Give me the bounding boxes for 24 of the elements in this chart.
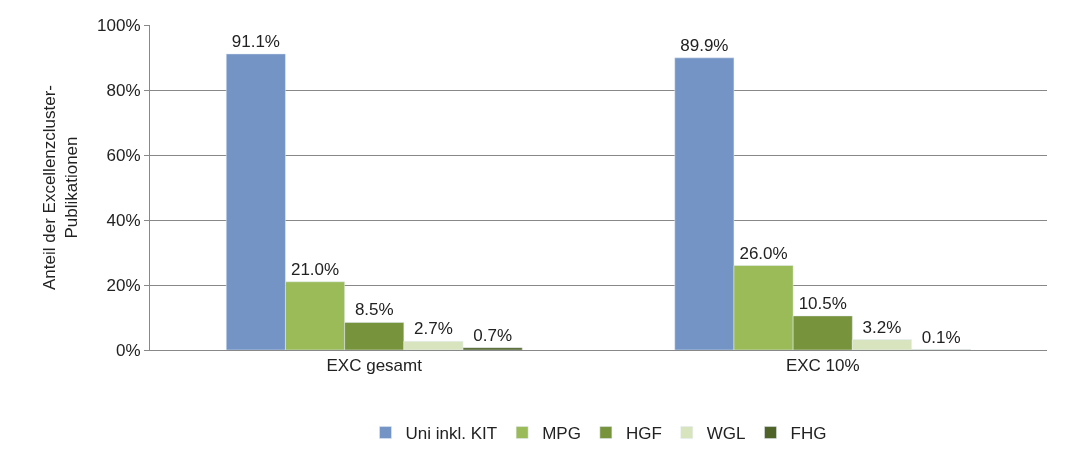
legend-label: Uni inkl. KIT: [405, 424, 498, 444]
legend-label: FHG: [790, 424, 827, 444]
data-label: 8.5%: [354, 300, 394, 320]
data-label: 3.2%: [862, 317, 902, 337]
x-tick-label: EXC 10%: [785, 356, 860, 376]
data-label: 26.0%: [739, 243, 788, 263]
y-tick-label: 60%: [106, 145, 141, 165]
legend-label: MPG: [542, 424, 581, 444]
data-label: 91.1%: [231, 31, 280, 51]
y-tick-label: 20%: [106, 275, 141, 295]
data-label: 0.1%: [921, 327, 961, 347]
y-tick-label: 80%: [106, 80, 141, 100]
data-label: 2.7%: [414, 319, 453, 339]
legend-label: HGF: [625, 424, 662, 444]
data-label: 89.9%: [680, 35, 729, 55]
data-label: 0.7%: [473, 325, 513, 345]
y-axis-title: Anteil der Excellenzcluster- Publikationen: [39, 84, 81, 291]
data-label: 10.5%: [798, 293, 847, 313]
x-tick-label: EXC gesamt: [326, 356, 423, 376]
y-tick-label: 40%: [106, 210, 141, 230]
y-tick-label: 0%: [116, 340, 141, 360]
y-tick-label: 100%: [97, 15, 141, 35]
data-label: 21.0%: [290, 259, 340, 279]
legend-label: WGL: [706, 424, 746, 444]
